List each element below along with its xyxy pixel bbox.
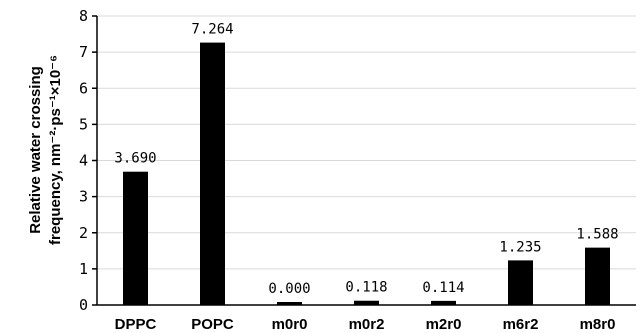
y-axis-label-line1: Relative water crossing (27, 66, 44, 234)
y-axis-label: Relative water crossing frequency, nm⁻²·… (27, 55, 64, 245)
y-tick-label: 1 (79, 260, 88, 278)
y-tick-label: 0 (79, 296, 88, 314)
x-tick-label-m8r0: m8r0 (580, 316, 616, 333)
x-tick-label-popc: POPC (191, 316, 234, 333)
y-axis-ticks: 0 1 2 3 4 5 6 7 8 (79, 7, 97, 314)
y-tick-label: 3 (79, 188, 88, 206)
category-labels: DPPC POPC m0r0 m0r2 m2r0 m6r2 m8r0 (115, 316, 616, 333)
y-tick-label: 8 (79, 7, 88, 25)
y-tick-label: 6 (79, 79, 88, 97)
bar-popc (200, 42, 225, 305)
x-tick-label-m0r0: m0r0 (272, 316, 308, 333)
bar-dppc (123, 171, 148, 305)
data-label-popc: 7.264 (191, 22, 233, 38)
bars (123, 42, 610, 305)
x-tick-label-dppc: DPPC (115, 316, 157, 333)
bar-m8r0 (585, 247, 610, 305)
data-label-dppc: 3.690 (114, 151, 156, 167)
bar-m0r0 (277, 302, 302, 305)
y-tick-label: 7 (79, 43, 88, 61)
bar-m0r2 (354, 300, 379, 305)
y-tick-label: 2 (79, 224, 88, 242)
x-tick-label-m2r0: m2r0 (426, 316, 462, 333)
data-label-m8r0: 1.588 (576, 227, 618, 243)
data-label-m0r0: 0.000 (268, 281, 310, 297)
x-tick-label-m6r2: m6r2 (503, 316, 539, 333)
y-axis-label-line2: frequency, nm⁻²·ps⁻¹×10⁻⁶ (47, 55, 64, 245)
x-tick-label-m0r2: m0r2 (349, 316, 385, 333)
y-tick-label: 5 (79, 115, 88, 133)
gridlines (97, 15, 636, 270)
bar-m2r0 (431, 300, 456, 305)
data-labels: 3.690 7.264 0.000 0.118 0.114 1.235 1.588 (114, 22, 618, 297)
y-tick-label: 4 (79, 152, 88, 170)
data-label-m0r2: 0.118 (345, 280, 387, 296)
bar-m6r2 (508, 260, 533, 305)
data-label-m6r2: 1.235 (499, 239, 541, 255)
data-label-m2r0: 0.114 (422, 280, 464, 296)
